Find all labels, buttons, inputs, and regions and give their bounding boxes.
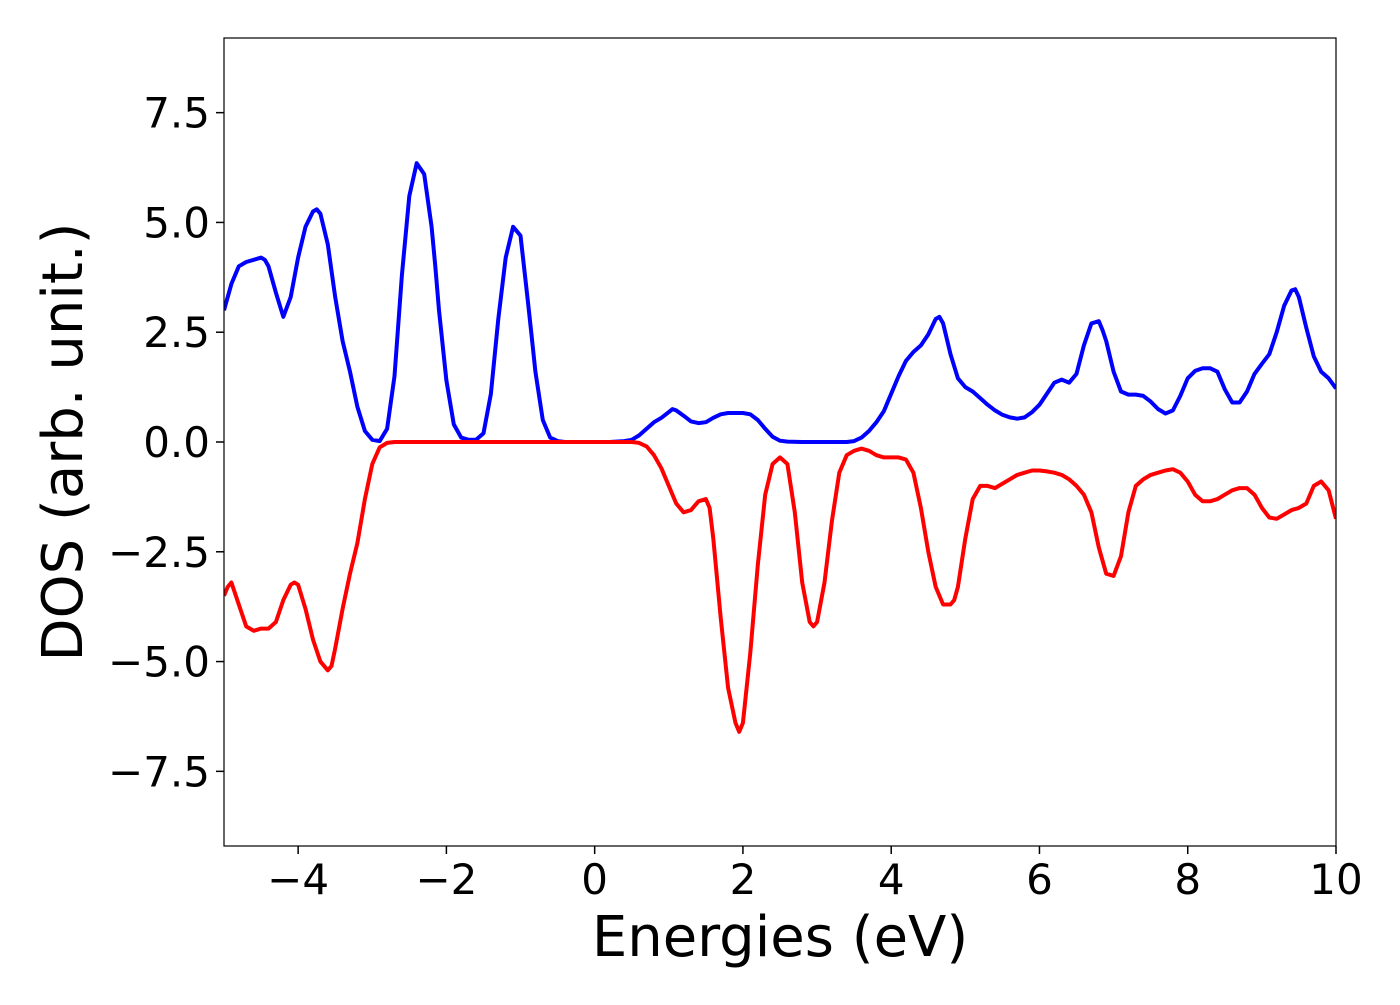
x-tick-label: 0 (581, 855, 608, 904)
series-line-1 (224, 163, 1336, 442)
y-axis-label: DOS (arb. unit.) (31, 222, 96, 661)
y-tick-label: −2.5 (108, 528, 210, 577)
y-tick-label: 5.0 (143, 198, 210, 247)
x-tick-label: −2 (415, 855, 477, 904)
x-axis: −4 −2 0 2 4 6 8 10 (267, 846, 1363, 904)
y-tick-label: 2.5 (143, 308, 210, 357)
x-tick-label: 10 (1309, 855, 1362, 904)
y-tick-label: −5.0 (108, 638, 210, 687)
x-tick-label: 8 (1174, 855, 1201, 904)
y-tick-label: 0.0 (143, 418, 210, 467)
y-tick-label: 7.5 (143, 89, 210, 138)
y-axis: 7.5 5.0 2.5 0.0 −2.5 −5.0 −7.5 (108, 89, 224, 797)
series-line-2 (224, 442, 1336, 732)
x-axis-label: Energies (eV) (592, 905, 968, 970)
x-tick-label: −4 (267, 855, 329, 904)
x-tick-label: 6 (1026, 855, 1053, 904)
x-tick-label: 2 (730, 855, 757, 904)
series-layer (224, 163, 1336, 732)
y-tick-label: −7.5 (108, 747, 210, 796)
x-tick-label: 4 (878, 855, 905, 904)
